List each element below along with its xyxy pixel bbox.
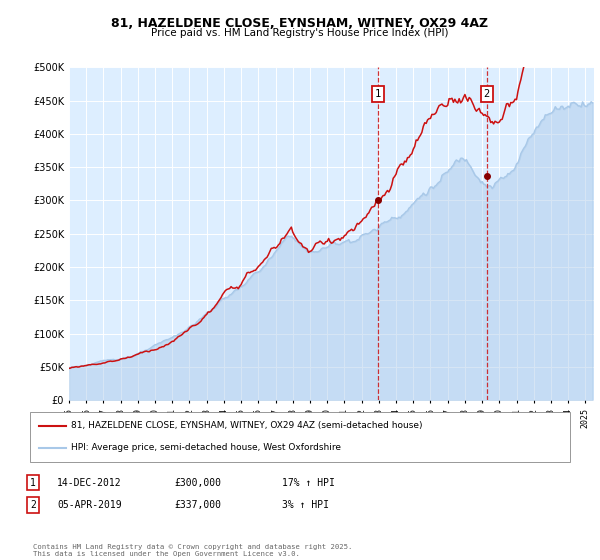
Text: £300,000: £300,000: [174, 478, 221, 488]
Text: £337,000: £337,000: [174, 500, 221, 510]
Text: 14-DEC-2012: 14-DEC-2012: [57, 478, 122, 488]
Text: 17% ↑ HPI: 17% ↑ HPI: [282, 478, 335, 488]
Text: 1: 1: [30, 478, 36, 488]
Text: 3% ↑ HPI: 3% ↑ HPI: [282, 500, 329, 510]
Text: 05-APR-2019: 05-APR-2019: [57, 500, 122, 510]
Text: Contains HM Land Registry data © Crown copyright and database right 2025.
This d: Contains HM Land Registry data © Crown c…: [33, 544, 352, 557]
Text: 81, HAZELDENE CLOSE, EYNSHAM, WITNEY, OX29 4AZ: 81, HAZELDENE CLOSE, EYNSHAM, WITNEY, OX…: [112, 17, 488, 30]
Text: 81, HAZELDENE CLOSE, EYNSHAM, WITNEY, OX29 4AZ (semi-detached house): 81, HAZELDENE CLOSE, EYNSHAM, WITNEY, OX…: [71, 421, 422, 430]
Text: 2: 2: [484, 89, 490, 99]
Text: Price paid vs. HM Land Registry's House Price Index (HPI): Price paid vs. HM Land Registry's House …: [151, 28, 449, 38]
Text: 2: 2: [30, 500, 36, 510]
Text: 1: 1: [375, 89, 381, 99]
Text: HPI: Average price, semi-detached house, West Oxfordshire: HPI: Average price, semi-detached house,…: [71, 444, 341, 452]
